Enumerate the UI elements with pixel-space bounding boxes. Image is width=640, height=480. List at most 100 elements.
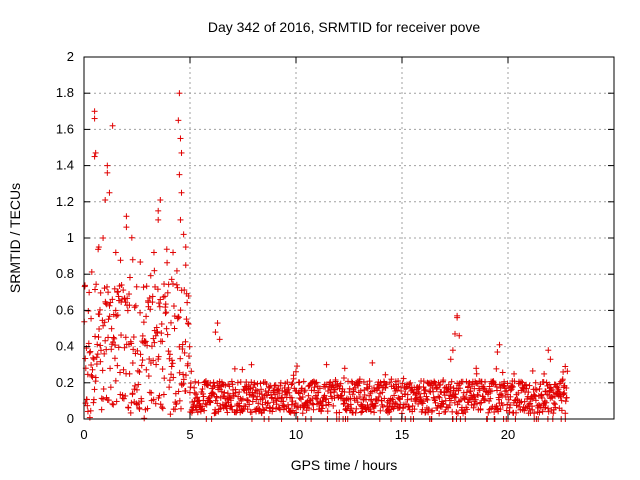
data-point — [159, 338, 166, 345]
data-point — [184, 360, 191, 367]
data-point — [371, 409, 378, 416]
data-point — [169, 360, 176, 367]
data-point — [166, 355, 173, 362]
data-point — [286, 389, 293, 396]
data-point — [122, 392, 129, 399]
data-point — [147, 306, 154, 313]
data-point — [237, 379, 244, 386]
data-point — [177, 135, 184, 142]
data-point — [494, 349, 501, 356]
data-point — [275, 386, 282, 393]
data-point — [151, 267, 158, 274]
data-point — [272, 382, 279, 389]
data-point — [176, 343, 183, 350]
data-point — [499, 402, 506, 409]
data-point — [341, 365, 348, 372]
data-point — [224, 409, 231, 416]
data-point — [212, 409, 219, 416]
data-point — [129, 390, 136, 397]
data-point — [306, 405, 313, 412]
data-point — [222, 382, 229, 389]
data-point — [330, 402, 337, 409]
data-point — [437, 381, 444, 388]
data-point — [324, 408, 331, 415]
data-point — [348, 378, 355, 385]
data-point — [531, 410, 538, 417]
data-point — [477, 405, 484, 412]
data-point — [230, 392, 237, 399]
data-point — [96, 306, 103, 313]
data-point — [400, 375, 407, 382]
data-point — [122, 334, 129, 341]
data-point — [350, 388, 357, 395]
data-point — [139, 357, 146, 364]
data-point — [155, 216, 162, 223]
data-point — [118, 281, 125, 288]
data-point — [274, 386, 281, 393]
data-point — [259, 396, 266, 403]
data-point — [555, 386, 562, 393]
data-point — [123, 224, 130, 231]
data-point — [366, 392, 373, 399]
data-point — [143, 283, 150, 290]
data-point — [388, 376, 395, 383]
data-point — [276, 390, 283, 397]
data-point — [404, 391, 411, 398]
data-point — [84, 371, 91, 378]
data-point — [562, 363, 569, 370]
data-point — [141, 415, 148, 422]
data-point — [169, 357, 176, 364]
data-point — [137, 259, 144, 266]
data-point — [415, 385, 422, 392]
data-point — [169, 280, 176, 287]
y-tick-label: 2 — [67, 49, 74, 64]
data-point — [273, 405, 280, 412]
data-point — [120, 366, 127, 373]
data-point — [209, 390, 216, 397]
data-point — [383, 380, 390, 387]
data-point — [146, 294, 153, 301]
data-point — [139, 332, 146, 339]
data-point — [137, 351, 144, 358]
data-point — [184, 299, 191, 306]
data-point — [100, 235, 107, 241]
data-point — [368, 396, 375, 403]
data-point — [128, 340, 135, 347]
data-point — [364, 385, 371, 392]
data-point — [177, 355, 184, 362]
data-point — [147, 272, 154, 279]
data-point — [270, 399, 277, 406]
data-point — [325, 401, 332, 408]
data-point — [94, 351, 101, 358]
data-point — [179, 341, 186, 348]
data-point — [532, 393, 539, 400]
data-point — [102, 196, 109, 203]
data-point — [290, 375, 297, 382]
data-point — [200, 393, 207, 400]
data-point — [158, 330, 165, 337]
data-point — [166, 351, 173, 358]
data-point — [88, 372, 95, 379]
data-point — [474, 391, 481, 398]
data-point — [216, 336, 223, 343]
data-point — [265, 399, 272, 406]
data-point — [236, 389, 243, 396]
data-point — [134, 347, 141, 354]
data-point — [90, 396, 97, 403]
data-point — [157, 196, 164, 203]
data-point — [398, 388, 405, 395]
data-point — [171, 325, 178, 332]
data-point — [250, 384, 257, 391]
data-point — [341, 400, 348, 407]
data-point — [193, 391, 200, 398]
data-point — [185, 321, 192, 328]
data-point — [288, 394, 295, 401]
data-point — [523, 385, 530, 392]
data-point — [130, 334, 137, 341]
data-point — [513, 409, 520, 416]
data-point — [312, 380, 319, 387]
x-tick-label: 5 — [186, 427, 193, 442]
data-point — [366, 378, 373, 385]
data-point — [372, 402, 379, 409]
data-point — [86, 349, 93, 356]
